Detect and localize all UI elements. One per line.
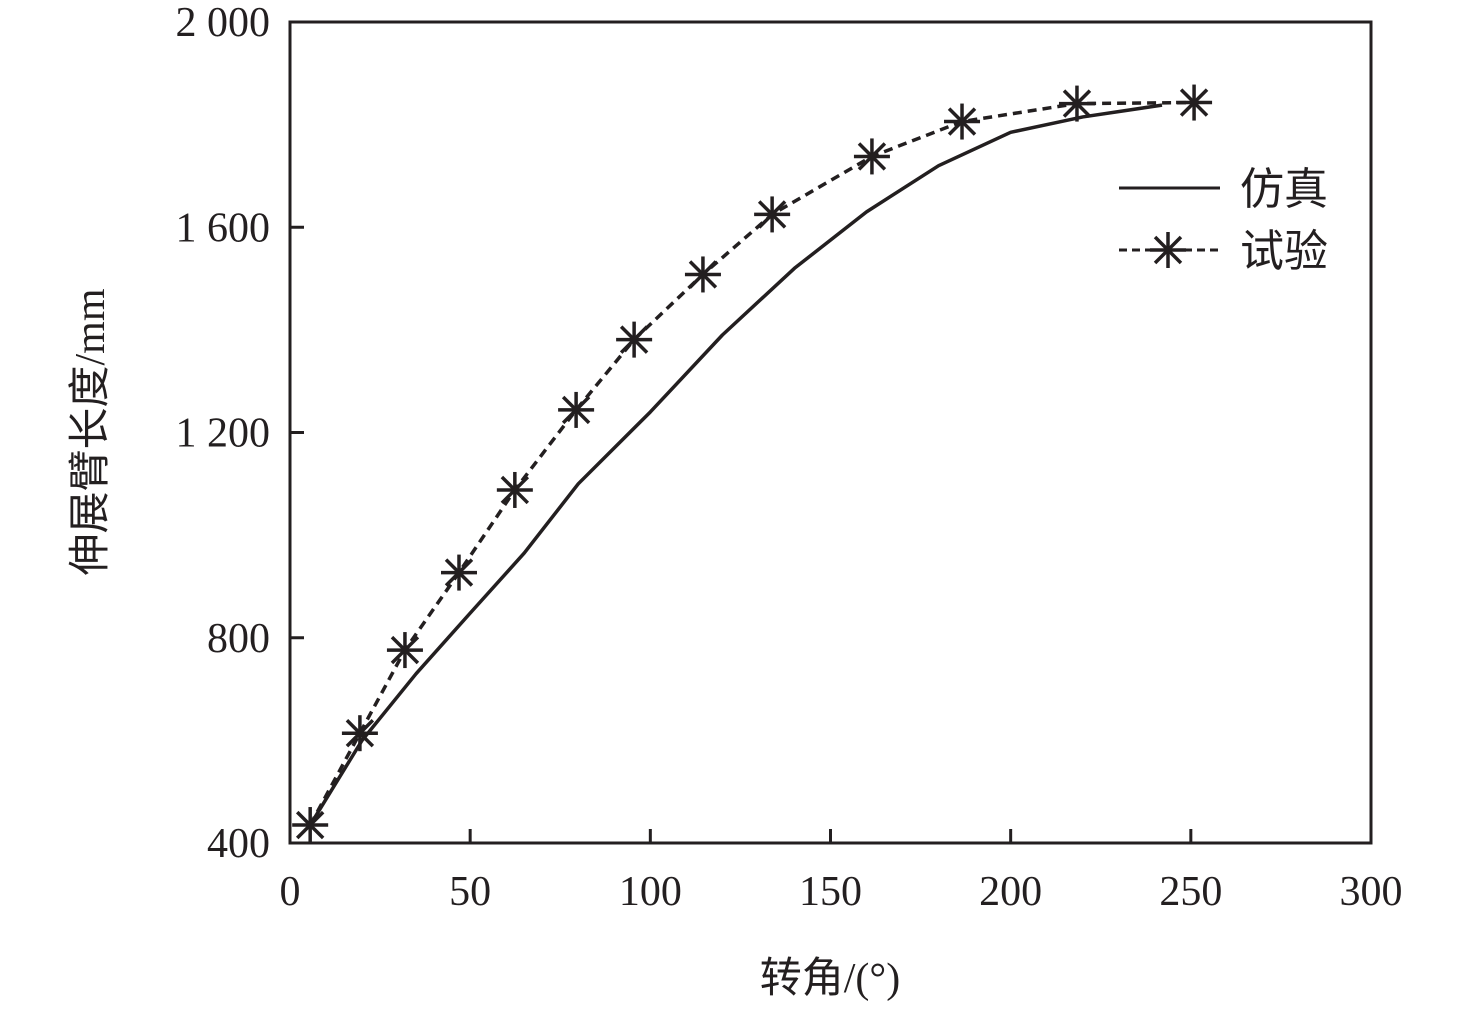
experiment-point [440,554,477,591]
legend: 仿真 试验 [1119,165,1328,276]
experiment-point [1058,85,1095,122]
experiment-point [944,103,981,140]
y-tick-label: 800 [207,616,270,662]
experiment-point [754,196,791,233]
experiment-point [853,138,890,175]
plot-frame [288,20,1373,845]
experiment-point [684,256,721,293]
experiment-point [1176,84,1213,121]
y-tick-label: 400 [207,821,270,867]
x-tick-label: 50 [449,869,491,915]
experiment-point [292,807,329,844]
x-axis-label: 转角/(°) [760,956,900,1002]
legend-asterisk-icon [1150,232,1186,268]
x-tick-label: 300 [1340,869,1403,915]
x-tick-label: 0 [280,869,301,915]
legend-label-experiment: 试验 [1240,227,1328,276]
x-tick-label: 200 [979,869,1042,915]
experiment-point [341,715,378,752]
y-axis-label: 伸展臂长度/mm [68,288,114,575]
experiment-point [496,471,533,508]
experiment-point [558,391,595,428]
simulation-line [308,103,1163,826]
x-tick-label: 150 [799,869,862,915]
experiment-line [308,100,1195,826]
x-tick-label: 250 [1159,869,1222,915]
y-tick-label: 1 600 [176,205,271,251]
y-tick-label: 2 000 [176,0,271,46]
x-tick-label: 100 [619,869,682,915]
experiment-point [386,632,423,669]
y-tick-label: 1 200 [176,411,271,457]
experiment-point [616,321,653,358]
legend-label-simulation: 仿真 [1240,165,1328,214]
